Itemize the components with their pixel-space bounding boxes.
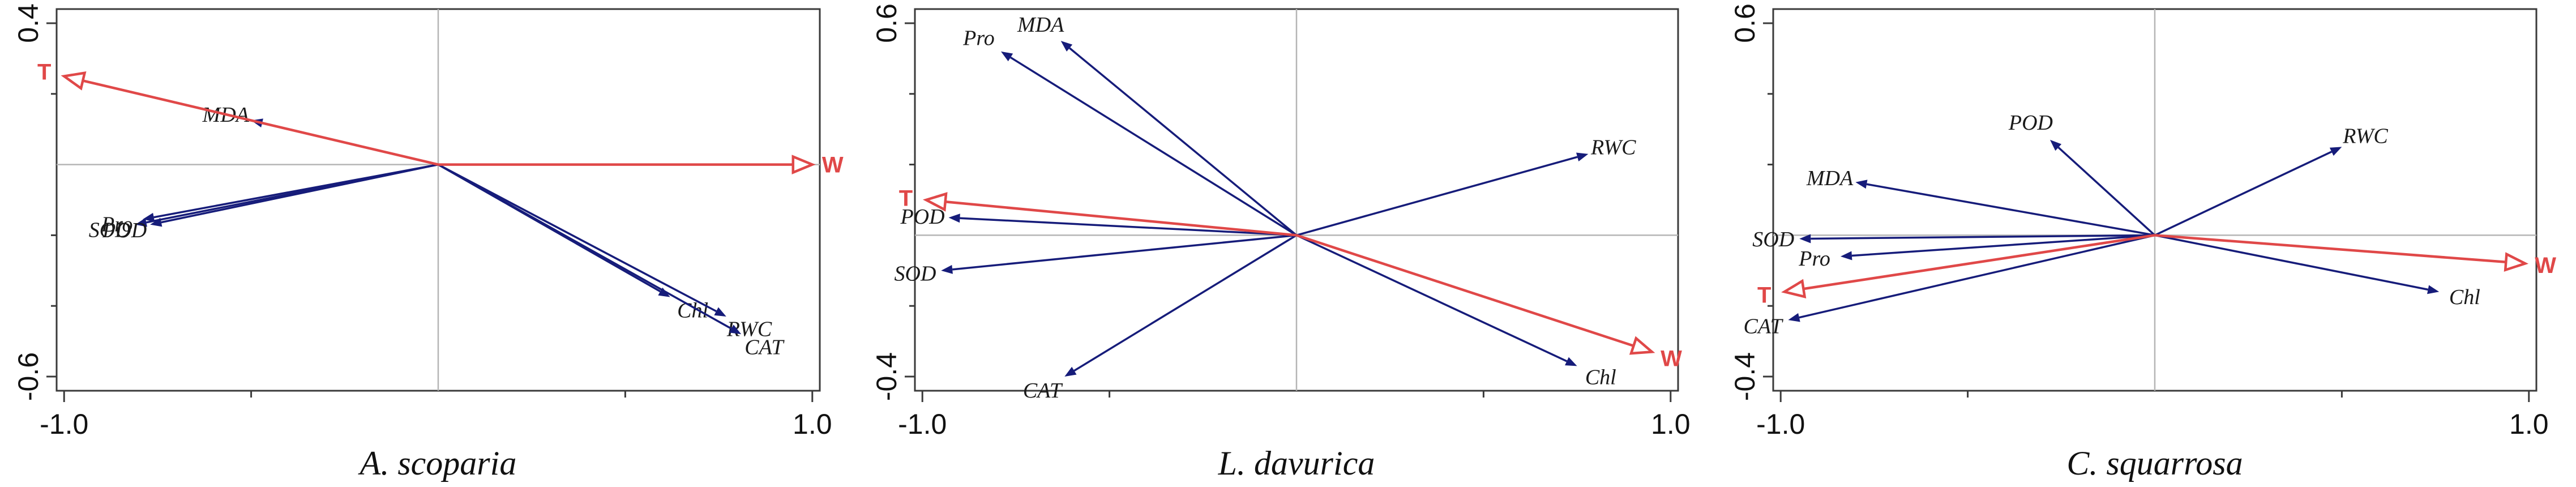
vector-chl-3 [2154,234,2428,291]
y-tick-label-1-0: -0.6 [12,352,44,401]
vector-head-rwc-1 [714,307,726,317]
env-vector-label-w-3: W [2535,253,2556,278]
panel-title-2: L. davurica [1218,445,1375,482]
vector-head-mda-3 [1855,180,1868,189]
env-vector-label-t-1: T [37,59,51,84]
vector-head-pod-2 [948,213,960,223]
vector-rwc-2 [1296,156,1578,237]
env-vector-t-3 [1803,234,2155,291]
vector-head-chl-2 [1565,357,1577,366]
biplot-svg-3: -1.0 1.0 -0.4 0.6 C. squarrosa POD RWC MDA SODPr… [1729,3,2556,482]
vector-label-sod-3: SOD [1752,228,1794,251]
vector-mda-2 [1069,47,1298,236]
vector-label-mda-3: MDA [1806,166,1854,190]
vector-pod-2 [960,217,1297,237]
biplot-svg-2: -1.0 1.0 -0.4 0.6 L. davurica Pro MDA RWC POD SOD… [871,3,1691,482]
env-vector-head-t-2 [922,192,948,212]
vector-head-cat-3 [1788,313,1800,322]
x-tick-label-2-1: 1.0 [1651,408,1691,440]
vector-head-pro-3 [1840,251,1852,260]
vector-label-pod-3: POD [2008,111,2053,135]
env-vector-label-w-2: W [1661,347,1682,371]
vector-label-cat-1: CAT [744,336,785,360]
env-vector-label-t-3: T [1757,283,1771,308]
vector-label-pod-2: POD [900,205,944,229]
vector-head-sod-3 [1799,234,1811,244]
vector-sod-2 [952,234,1297,271]
env-vector-head-w-3 [2504,252,2529,272]
vector-pro-3 [1851,234,2155,257]
vector-head-sod-2 [941,264,953,274]
env-vector-head-t-3 [1781,279,1807,298]
y-tick-label-2-1: 0.6 [871,3,902,43]
vector-label-pro-2: Pro [962,27,995,50]
vector-cat-1 [438,164,732,330]
vector-chl-2 [1296,234,1568,362]
vector-label-sod-1: SOD [89,219,131,242]
env-vector-head-w-1 [791,155,816,174]
vector-head-pod-3 [2049,139,2062,151]
vector-label-rwc-2: RWC [1590,136,1636,160]
panel-title-1: A. scoparia [358,445,517,482]
vector-cat-3 [1799,234,2155,319]
vector-head-chl-1 [658,287,670,297]
env-vector-label-t-2: T [899,186,913,211]
vector-head-pod-1 [150,217,162,227]
x-tick-label-3-1: 1.0 [2509,408,2549,440]
x-tick-label-3-0: -1.0 [1756,408,1805,440]
vector-label-pod-1: POD [102,219,147,242]
biplot-svg-1: -1.0 1.0-0.60.4A. scopariaMDAProSODPODChl… [12,3,844,482]
vector-label-chl-2: Chl [1585,366,1616,390]
biplot-panel-1: -1.0 1.0 -0.6 0.4 A. scoparia MDA Pro SOD POD Chl… [0,0,858,487]
vector-head-cat-2 [1064,366,1077,377]
panel-title-3: C. squarrosa [2066,445,2243,482]
y-tick-label-3-1: 0.6 [1729,3,1761,43]
vector-label-pro-3: Pro [1798,247,1830,271]
env-vector-head-t-1 [61,71,87,91]
vector-label-pro-1: Pro [101,213,133,237]
vector-label-cat-2: CAT [1023,379,1063,403]
vector-label-cat-3: CAT [1743,315,1783,339]
vector-sod-3 [1811,234,2155,240]
y-tick-label-1-1: 0.4 [12,3,44,43]
vector-cat-2 [1073,234,1297,372]
vector-head-pro-2 [1000,51,1013,62]
env-vector-w-2 [1296,234,1634,347]
vector-rwc-3 [2154,151,2333,236]
vector-head-mda-2 [1060,41,1073,52]
vector-label-chl-1: Chl [677,298,708,322]
vector-head-rwc-3 [2329,147,2342,156]
vector-label-sod-2: SOD [895,262,936,285]
vector-rwc-1 [438,164,717,313]
vector-head-chl-3 [2427,285,2440,294]
vector-label-mda-2: MDA [1017,13,1064,37]
env-vector-t-1 [82,79,439,166]
biplot-panel-2: -1.0 1.0 -0.4 0.6 L. davurica Pro MDA RWC POD SOD… [858,0,1717,487]
vector-label-rwc-3: RWC [2342,125,2388,148]
env-vector-t-2 [945,200,1297,237]
env-vector-head-w-2 [1629,336,1655,355]
env-vector-label-w-1: W [822,153,844,178]
biplot-panel-3: -1.0 1.0 -0.4 0.6 C. squarrosa POD RWC MDA SOD Pr… [1717,0,2575,487]
vector-head-sod-1 [135,217,147,227]
vector-pod-1 [161,163,439,224]
vector-head-rwc-2 [1576,152,1589,161]
y-tick-label-3-0: -0.4 [1729,352,1761,401]
vector-head-cat-1 [729,324,742,335]
env-vector-w-3 [2154,234,2506,263]
x-tick-label-1-1: 1.0 [793,408,832,440]
vector-pro-2 [1010,56,1297,236]
vector-mda-3 [1866,183,2155,237]
y-tick-label-2-0: -0.4 [871,352,902,401]
vector-pod-3 [2057,147,2156,236]
x-tick-label-2-0: -1.0 [898,408,947,440]
vector-label-chl-3: Chl [2449,285,2480,309]
x-tick-label-1-0: -1.0 [40,408,88,440]
